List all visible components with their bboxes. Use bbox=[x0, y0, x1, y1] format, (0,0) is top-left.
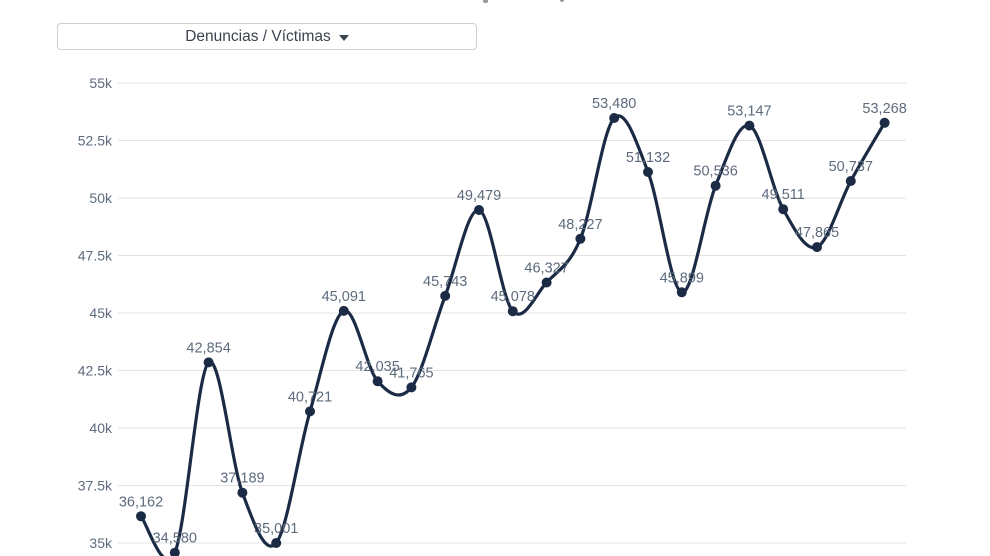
data-point[interactable] bbox=[169, 547, 180, 556]
data-point[interactable] bbox=[879, 117, 890, 128]
data-label: 53,268 bbox=[862, 101, 906, 117]
data-point[interactable] bbox=[406, 382, 417, 393]
data-label: 40,721 bbox=[288, 389, 332, 405]
data-point[interactable] bbox=[474, 205, 484, 215]
data-point[interactable] bbox=[507, 306, 518, 317]
data-point[interactable] bbox=[305, 406, 315, 417]
data-label: 45,078 bbox=[491, 289, 535, 305]
y-axis-tick-label: 52.5k bbox=[78, 133, 113, 149]
series-line bbox=[139, 114, 887, 556]
data-label: 51,132 bbox=[626, 150, 670, 166]
data-label: 35,001 bbox=[254, 521, 298, 537]
y-axis-tick-label: 35k bbox=[89, 535, 113, 551]
data-point[interactable] bbox=[744, 120, 755, 131]
data-label: 46,327 bbox=[524, 261, 568, 277]
data-label: 42,854 bbox=[186, 340, 230, 356]
data-label: 48,227 bbox=[558, 217, 602, 233]
data-label: 37,189 bbox=[220, 471, 264, 487]
data-point[interactable] bbox=[676, 287, 687, 298]
y-axis-tick-label: 40k bbox=[89, 420, 113, 436]
data-point[interactable] bbox=[710, 180, 721, 191]
data-label: 50,536 bbox=[693, 164, 737, 180]
y-axis-tick-label: 45k bbox=[89, 305, 113, 321]
data-label: 45,743 bbox=[423, 274, 467, 290]
data-label: 41,765 bbox=[389, 365, 433, 381]
data-label: 42,035 bbox=[355, 359, 399, 375]
y-axis-tick-label: 50k bbox=[89, 190, 113, 206]
data-label: 53,480 bbox=[592, 96, 636, 112]
data-point[interactable] bbox=[541, 277, 552, 288]
data-label: 34,580 bbox=[153, 531, 197, 547]
data-label: 36,162 bbox=[119, 494, 163, 510]
y-axis-tick-label: 37.5k bbox=[78, 478, 113, 494]
series-selector-label: Denuncias / Víctimas bbox=[185, 27, 331, 45]
data-point[interactable] bbox=[372, 376, 383, 387]
data-point[interactable] bbox=[440, 290, 451, 301]
data-label: 47,865 bbox=[795, 225, 839, 241]
data-point[interactable] bbox=[643, 167, 653, 177]
chevron-down-icon bbox=[338, 34, 349, 41]
clipped-title-fragment bbox=[560, 0, 564, 2]
data-label: 45,091 bbox=[322, 289, 366, 305]
data-label: 45,899 bbox=[660, 270, 704, 286]
y-axis-tick-label: 42.5k bbox=[78, 363, 113, 379]
data-point[interactable] bbox=[575, 233, 586, 244]
data-point[interactable] bbox=[136, 511, 146, 522]
y-axis-tick-label: 55k bbox=[89, 75, 113, 91]
data-point[interactable] bbox=[778, 204, 789, 215]
data-label: 49,511 bbox=[762, 187, 805, 203]
y-axis-tick-label: 47.5k bbox=[78, 248, 113, 264]
data-point[interactable] bbox=[812, 242, 822, 253]
data-point[interactable] bbox=[237, 487, 248, 498]
data-point[interactable] bbox=[338, 305, 349, 316]
series-selector-dropdown[interactable]: Denuncias / Víctimas bbox=[57, 23, 477, 50]
clipped-title-fragment bbox=[483, 0, 488, 3]
data-point[interactable] bbox=[271, 538, 282, 548]
data-point[interactable] bbox=[203, 357, 214, 368]
data-point[interactable] bbox=[845, 176, 856, 186]
data-point[interactable] bbox=[609, 113, 620, 123]
data-label: 49,479 bbox=[457, 188, 501, 204]
data-label: 53,147 bbox=[727, 104, 771, 120]
data-label: 50,737 bbox=[829, 159, 873, 175]
